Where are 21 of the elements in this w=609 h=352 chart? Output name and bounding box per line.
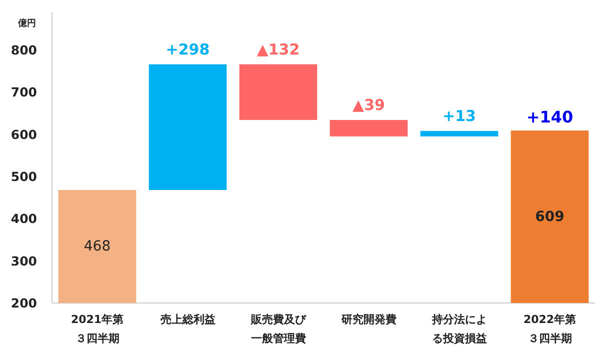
x-tick-label: 研究開発費: [340, 313, 396, 326]
x-tick-label: 販売費及び一般管理費: [250, 313, 307, 345]
annotation: +140: [526, 108, 574, 127]
data-label: 468: [84, 238, 111, 254]
x-tick-label: 持分法による投資損益: [430, 313, 487, 345]
x-tick-label: 売上総利益: [160, 313, 216, 326]
data-label: ▲39: [352, 96, 385, 114]
y-tick-label: 200: [10, 296, 38, 310]
data-label: +13: [442, 106, 476, 125]
data-label: ▲132: [256, 40, 300, 58]
x-tick-label: 2021年第３四半期: [70, 313, 124, 345]
data-label: 609: [535, 208, 564, 225]
x-tick-label: 2022年第３四半期: [523, 313, 576, 345]
y-tick-label: 500: [10, 168, 38, 184]
y-tick-label: 300: [10, 253, 38, 268]
y-tick-label: 600: [10, 126, 38, 142]
y-tick-label: 800: [10, 42, 38, 58]
y-tick-label: 700: [10, 84, 38, 100]
data-label: +298: [166, 40, 210, 58]
y-axis-title: 億円: [17, 18, 36, 29]
y-tick-label: 400: [10, 211, 38, 226]
